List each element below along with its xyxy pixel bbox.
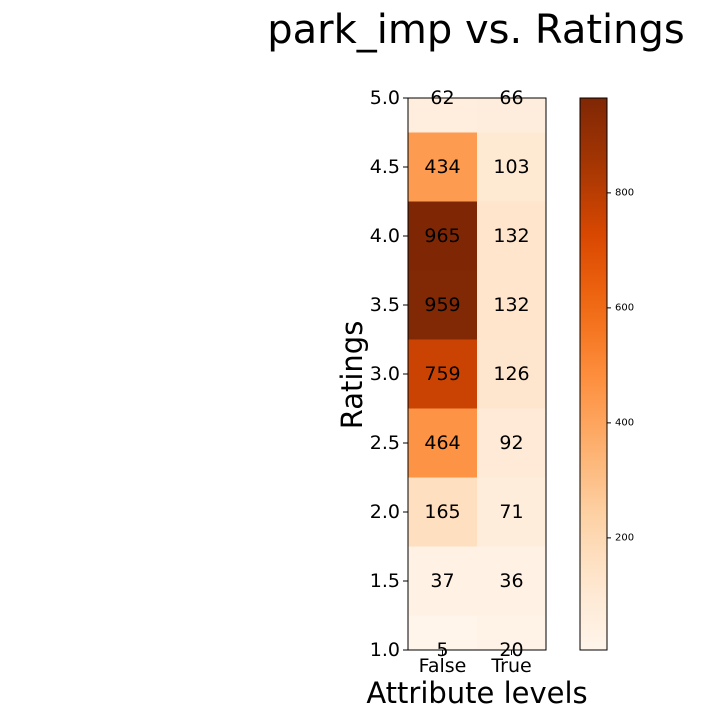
y-tick-label: 3.5 [370,294,400,316]
cell-value-label: 103 [493,156,529,178]
heatmap-cell [408,615,478,651]
chart-title: park_imp vs. Ratings [267,7,684,53]
x-tick-label: True [490,655,531,677]
heatmap-cell [477,408,547,478]
cell-value-label: 92 [499,432,523,454]
cell-value-label: 965 [424,225,460,247]
heatmap-cell [408,98,478,133]
y-tick-label: 2.0 [370,501,400,523]
cell-value-label: 36 [499,570,523,592]
heatmap-cell [408,270,478,340]
cell-value-label: 71 [499,501,523,523]
y-tick-label: 1.0 [370,639,400,661]
y-axis-ticks: 1.0 1.5 2.0 2.5 3.0 3.5 4.0 4.5 5.0 [370,87,408,661]
cell-value-label: 434 [424,156,460,178]
x-axis-ticks: False True [419,650,532,677]
heatmap-cell [477,339,547,409]
heatmap-cell [408,546,478,616]
colorbar-tick-label: 400 [615,417,634,428]
colorbar-tick-label: 600 [615,302,634,313]
heatmap-cell [477,615,547,651]
heatmap-cell [408,201,478,271]
heatmap-cell [477,201,547,271]
heatmap-cell [408,339,478,409]
heatmap-cell [408,132,478,202]
y-tick-label: 4.5 [370,156,400,178]
cell-value-label: 37 [430,570,454,592]
y-tick-label: 3.0 [370,363,400,385]
cell-value-label: 464 [424,432,460,454]
cell-value-label: 132 [493,294,529,316]
cell-value-label: 132 [493,225,529,247]
heatmap-cell [477,132,547,202]
cell-value-label: 959 [424,294,460,316]
y-tick-label: 1.5 [370,570,400,592]
y-axis-title: Ratings [335,321,369,430]
heatmap-cell [408,408,478,478]
heatmap-cell [477,546,547,616]
y-tick-label: 4.0 [370,225,400,247]
cell-value-label: 759 [424,363,460,385]
colorbar-tick-label: 800 [615,187,634,198]
heatmap-cell [477,477,547,547]
heatmap-cell [477,270,547,340]
x-axis-title: Attribute levels [366,676,587,710]
heatmap-cell [408,477,478,547]
cell-value-label: 165 [424,501,460,523]
heatmap-cell [477,98,547,133]
colorbar-gradient [579,97,608,651]
colorbar: 200 400 600 800 [579,97,634,651]
cell-value-label: 126 [493,363,529,385]
x-tick-label: False [419,655,467,677]
y-tick-label: 2.5 [370,432,400,454]
y-tick-label: 5.0 [370,87,400,109]
colorbar-tick-label: 200 [615,532,634,543]
